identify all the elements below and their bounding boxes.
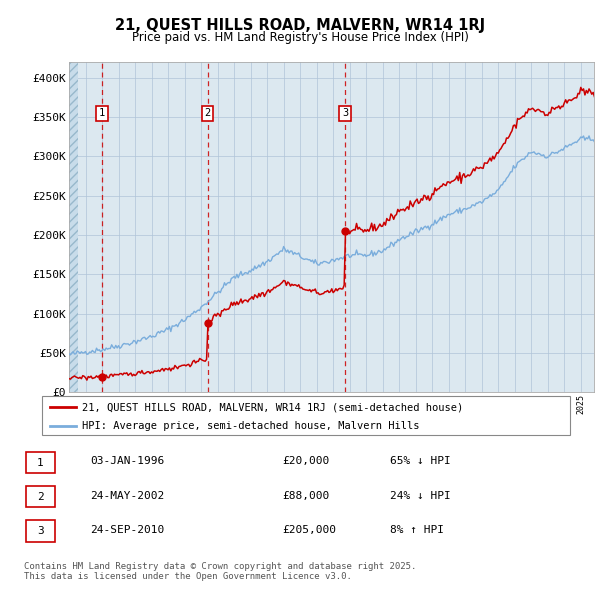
Text: 65% ↓ HPI: 65% ↓ HPI <box>390 457 451 466</box>
Text: £88,000: £88,000 <box>282 491 329 500</box>
Text: Price paid vs. HM Land Registry's House Price Index (HPI): Price paid vs. HM Land Registry's House … <box>131 31 469 44</box>
Text: 2: 2 <box>205 108 211 118</box>
Text: 3: 3 <box>37 526 44 536</box>
Text: 24-SEP-2010: 24-SEP-2010 <box>90 525 164 535</box>
Text: 1: 1 <box>37 458 44 467</box>
Text: Contains HM Land Registry data © Crown copyright and database right 2025.
This d: Contains HM Land Registry data © Crown c… <box>24 562 416 581</box>
Bar <box>69 62 78 392</box>
Text: £205,000: £205,000 <box>282 525 336 535</box>
Text: 8% ↑ HPI: 8% ↑ HPI <box>390 525 444 535</box>
Text: 1: 1 <box>99 108 106 118</box>
Text: 21, QUEST HILLS ROAD, MALVERN, WR14 1RJ (semi-detached house): 21, QUEST HILLS ROAD, MALVERN, WR14 1RJ … <box>82 402 463 412</box>
Text: 24-MAY-2002: 24-MAY-2002 <box>90 491 164 500</box>
Text: 21, QUEST HILLS ROAD, MALVERN, WR14 1RJ: 21, QUEST HILLS ROAD, MALVERN, WR14 1RJ <box>115 18 485 32</box>
Text: £20,000: £20,000 <box>282 457 329 466</box>
Text: 03-JAN-1996: 03-JAN-1996 <box>90 457 164 466</box>
Text: 2: 2 <box>37 492 44 502</box>
Text: 3: 3 <box>342 108 349 118</box>
Text: HPI: Average price, semi-detached house, Malvern Hills: HPI: Average price, semi-detached house,… <box>82 421 419 431</box>
Text: 24% ↓ HPI: 24% ↓ HPI <box>390 491 451 500</box>
